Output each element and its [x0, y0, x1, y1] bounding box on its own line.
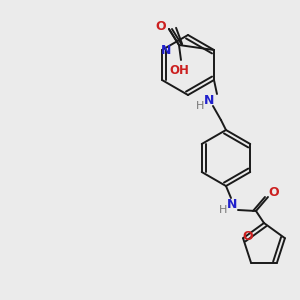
Text: H: H [196, 101, 204, 111]
Text: OH: OH [169, 64, 189, 76]
Text: H: H [219, 205, 227, 215]
Text: N: N [227, 197, 237, 211]
Text: O: O [156, 20, 166, 32]
Text: N: N [204, 94, 214, 106]
Text: O: O [243, 230, 254, 243]
Text: N: N [161, 44, 171, 56]
Text: O: O [269, 187, 279, 200]
